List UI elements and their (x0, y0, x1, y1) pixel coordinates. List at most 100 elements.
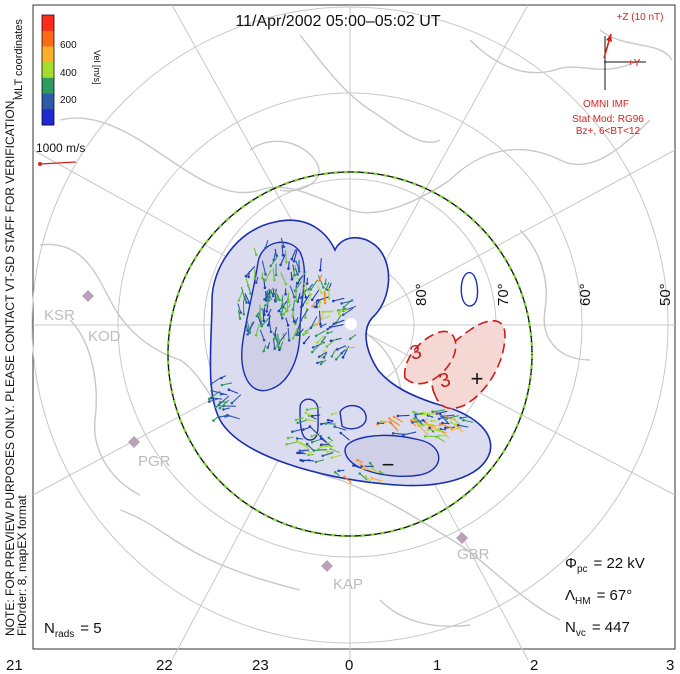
reference-vector-label: 1000 m/s (36, 141, 85, 155)
velocity-vector (284, 249, 287, 263)
map-title: 11/Apr/2002 05:00–05:02 UT (235, 13, 440, 30)
velocity-vector (344, 476, 352, 484)
velocity-vector (340, 432, 350, 441)
velocity-vector (297, 419, 307, 424)
velocity-vector (227, 414, 240, 420)
mlt-label-2: 2 (530, 657, 538, 674)
colorbar-frame (41, 14, 55, 126)
imf-z-label: +Z (10 nT) (617, 12, 664, 23)
velocity-vector (303, 426, 310, 431)
velocity-vector (341, 300, 354, 304)
velocity-vector (274, 326, 277, 336)
velocity-vector (319, 258, 322, 271)
mlt-label-22: 22 (156, 657, 173, 674)
vector-origin (273, 278, 276, 282)
velocity-vector (303, 335, 311, 344)
vector-origin (303, 292, 307, 296)
colorbar-segment (42, 62, 54, 79)
velocity-vector (321, 315, 331, 320)
nvc-subscript: vc (576, 628, 586, 639)
velocity-vector (390, 421, 399, 432)
velocity-vector (300, 297, 303, 308)
velocity-vector (296, 440, 309, 450)
positive-contour-value-a: 3 (408, 341, 424, 365)
velocity-vector (338, 307, 347, 312)
velocity-vector (286, 441, 298, 445)
velocity-vector (276, 293, 281, 301)
velocity-vector (318, 351, 328, 358)
velocity-vector (263, 344, 267, 352)
velocity-vector (246, 320, 251, 333)
velocity-vector (245, 265, 256, 277)
velocity-vector (413, 411, 420, 415)
velocity-vector (215, 404, 222, 408)
velocity-vector (259, 304, 262, 318)
velocity-vector (451, 426, 462, 431)
velocity-vector (283, 303, 291, 315)
velocity-vector (279, 341, 284, 349)
velocity-vector (327, 450, 335, 453)
velocity-vector (265, 269, 272, 281)
colorbar-tick-600: 600 (60, 40, 77, 51)
velocity-vector (266, 304, 269, 312)
velocity-vector (439, 423, 453, 429)
station-marker-pgr (128, 436, 140, 448)
velocity-vector (259, 329, 265, 341)
velocity-vector (338, 309, 349, 313)
neg-small-loop (460, 272, 479, 307)
velocity-vector (299, 449, 310, 452)
velocity-vector (297, 292, 301, 302)
velocity-vector (346, 346, 356, 349)
velocity-vector (353, 464, 360, 469)
velocity-vector (287, 261, 290, 269)
velocity-vector (311, 432, 321, 437)
velocity-vector (325, 423, 336, 425)
velocity-vector (244, 293, 250, 304)
velocity-vector (273, 289, 279, 300)
velocity-vector (343, 298, 354, 308)
velocity-vector (302, 294, 310, 306)
velocity-vector (267, 289, 272, 301)
station-label-kod: KOD (88, 328, 121, 345)
mlt-label-1: 1 (433, 657, 441, 674)
velocity-vector (304, 450, 313, 454)
vector-origin (327, 297, 331, 300)
vector-origin (305, 282, 309, 285)
lambda-value: = 67° (597, 587, 633, 604)
colorbar-tick-200: 200 (60, 95, 77, 106)
phi-value: = 22 kV (594, 555, 645, 572)
velocity-vector (266, 290, 268, 297)
velocity-vector (303, 282, 311, 295)
velocity-vector (280, 272, 287, 285)
velocity-vector (389, 418, 401, 426)
positive-potential-cell (431, 320, 506, 410)
velocity-vector (256, 308, 263, 317)
velocity-vector (318, 274, 323, 281)
svg-text:Nvc= 447: Nvc = 447 (565, 619, 630, 639)
velocity-vector (267, 315, 271, 326)
velocity-vector (238, 291, 243, 301)
velocity-vector (261, 316, 271, 327)
svg-text:ΛHM= 67°: ΛHM = 67° (565, 587, 632, 607)
velocity-vector (334, 471, 340, 477)
velocity-vector (247, 322, 254, 335)
vector-origin (295, 299, 298, 302)
velocity-vector (315, 330, 326, 337)
velocity-vector (290, 271, 293, 280)
velocity-vector (264, 240, 269, 249)
velocity-vector (278, 331, 288, 344)
velocity-vector (450, 421, 460, 429)
velocity-vector (359, 473, 368, 481)
velocity-vector (274, 334, 279, 346)
velocity-vector (218, 395, 230, 406)
velocity-vector (333, 319, 345, 325)
velocity-vector (303, 331, 310, 336)
vector-origin (274, 273, 278, 277)
velocity-vector (312, 414, 321, 417)
velocity-vector (327, 331, 333, 334)
station-label-pgr: PGR (138, 453, 171, 470)
velocity-vector (441, 414, 455, 417)
velocity-vector (219, 399, 230, 409)
velocity-vector (463, 419, 474, 423)
velocity-vector (261, 260, 267, 275)
